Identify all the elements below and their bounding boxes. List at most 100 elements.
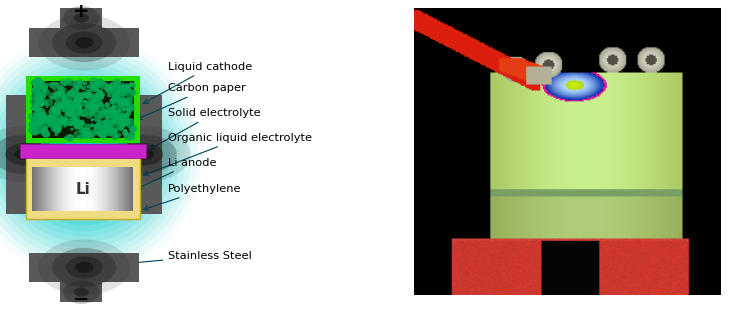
Circle shape <box>119 90 126 96</box>
FancyBboxPatch shape <box>91 167 93 211</box>
Circle shape <box>124 133 132 140</box>
FancyBboxPatch shape <box>38 167 40 211</box>
Circle shape <box>37 121 42 126</box>
Circle shape <box>81 93 86 98</box>
Circle shape <box>122 83 124 86</box>
Circle shape <box>83 132 90 138</box>
Circle shape <box>78 80 83 84</box>
Circle shape <box>55 118 57 120</box>
Circle shape <box>32 122 34 124</box>
Circle shape <box>108 120 113 126</box>
Circle shape <box>121 121 127 126</box>
Circle shape <box>41 131 45 134</box>
Circle shape <box>39 96 42 99</box>
Circle shape <box>68 111 71 113</box>
Circle shape <box>96 79 104 86</box>
FancyBboxPatch shape <box>117 167 119 211</box>
Circle shape <box>54 83 56 85</box>
FancyBboxPatch shape <box>59 167 61 211</box>
FancyBboxPatch shape <box>20 144 146 158</box>
Text: Carbon paper: Carbon paper <box>138 83 246 120</box>
Circle shape <box>61 99 64 101</box>
Circle shape <box>53 108 60 114</box>
Circle shape <box>107 86 111 90</box>
Circle shape <box>38 98 43 102</box>
Circle shape <box>82 134 87 138</box>
Circle shape <box>77 89 78 91</box>
Circle shape <box>92 84 99 89</box>
Circle shape <box>113 92 119 97</box>
Circle shape <box>89 106 96 112</box>
Circle shape <box>65 105 72 111</box>
Circle shape <box>81 129 86 134</box>
Circle shape <box>74 81 82 87</box>
Ellipse shape <box>0 46 191 264</box>
Text: Li anode: Li anode <box>136 158 217 189</box>
Circle shape <box>86 103 93 109</box>
Circle shape <box>118 116 124 121</box>
Circle shape <box>62 87 64 88</box>
FancyBboxPatch shape <box>115 167 117 211</box>
Circle shape <box>108 83 116 90</box>
FancyBboxPatch shape <box>107 167 109 211</box>
FancyBboxPatch shape <box>94 167 97 211</box>
Ellipse shape <box>15 149 33 160</box>
Circle shape <box>60 104 66 108</box>
Text: Li: Li <box>76 182 91 197</box>
Circle shape <box>48 114 55 120</box>
Circle shape <box>44 84 46 86</box>
Circle shape <box>105 103 110 106</box>
Circle shape <box>92 110 100 117</box>
Circle shape <box>65 79 71 84</box>
Circle shape <box>67 103 70 106</box>
Circle shape <box>39 80 44 85</box>
Circle shape <box>43 117 49 122</box>
Circle shape <box>94 106 98 110</box>
Circle shape <box>61 117 67 123</box>
Circle shape <box>56 110 61 114</box>
Circle shape <box>80 110 87 116</box>
FancyBboxPatch shape <box>56 167 59 211</box>
Ellipse shape <box>38 239 130 295</box>
Circle shape <box>75 119 79 123</box>
Circle shape <box>51 107 56 111</box>
Ellipse shape <box>38 15 130 71</box>
Circle shape <box>34 83 42 90</box>
Circle shape <box>105 86 112 92</box>
Circle shape <box>61 88 66 93</box>
Circle shape <box>71 128 73 130</box>
Circle shape <box>59 117 67 124</box>
Circle shape <box>29 113 37 120</box>
Circle shape <box>107 111 110 113</box>
Circle shape <box>42 85 47 89</box>
Circle shape <box>119 99 122 101</box>
Circle shape <box>45 100 53 105</box>
FancyBboxPatch shape <box>83 167 85 211</box>
Circle shape <box>92 85 97 90</box>
Ellipse shape <box>5 143 42 166</box>
Circle shape <box>53 106 59 111</box>
Circle shape <box>37 120 42 124</box>
Circle shape <box>41 115 44 117</box>
Circle shape <box>86 90 91 94</box>
Circle shape <box>110 82 117 89</box>
Circle shape <box>113 83 117 86</box>
Circle shape <box>31 81 36 85</box>
Circle shape <box>69 100 72 103</box>
FancyBboxPatch shape <box>60 8 102 28</box>
Circle shape <box>34 108 37 110</box>
Circle shape <box>34 82 39 86</box>
Circle shape <box>70 111 77 117</box>
Circle shape <box>31 106 34 110</box>
Circle shape <box>131 132 135 135</box>
Circle shape <box>39 109 40 110</box>
Circle shape <box>72 118 76 121</box>
FancyBboxPatch shape <box>121 167 123 211</box>
Circle shape <box>83 128 91 135</box>
Ellipse shape <box>135 149 154 160</box>
Circle shape <box>87 85 90 88</box>
Circle shape <box>103 110 105 112</box>
Circle shape <box>108 126 111 128</box>
Circle shape <box>102 136 105 139</box>
Circle shape <box>59 92 64 97</box>
